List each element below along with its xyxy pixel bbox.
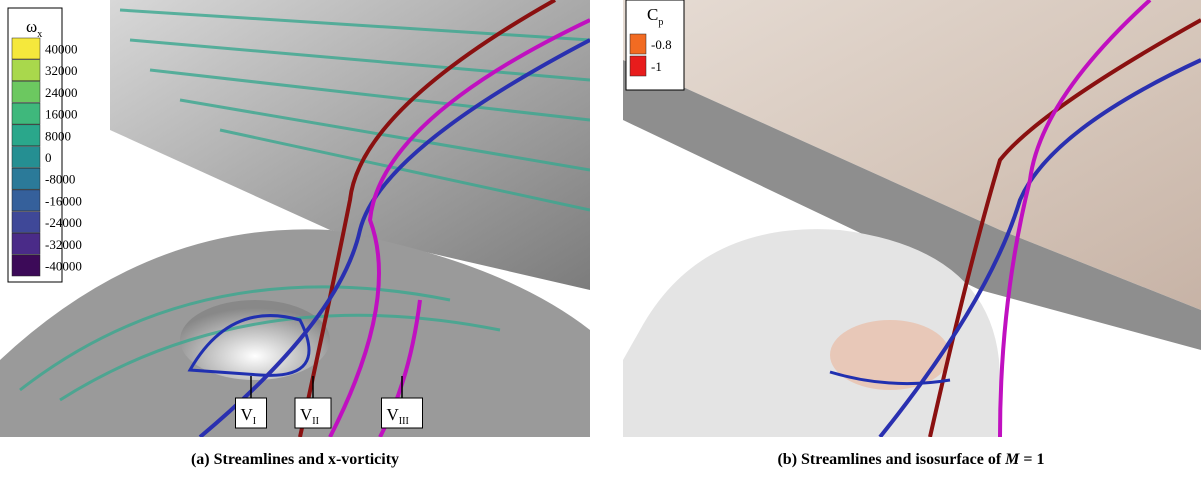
legend-swatch: [12, 125, 40, 146]
annotation-sub: I: [253, 416, 256, 427]
legend-swatch: [12, 103, 40, 124]
annotation-base: V: [300, 405, 313, 424]
legend-label: -40000: [45, 259, 82, 274]
legend-swatch: [630, 56, 646, 76]
caption: (a) Streamlines and x-vorticity: [191, 451, 399, 468]
annotation-sub: II: [312, 416, 319, 427]
legend-label: -1: [651, 59, 662, 74]
legend-swatch: [12, 147, 40, 168]
legend-label: 40000: [45, 42, 78, 57]
caption: (b) Streamlines and isosurface of M = 1: [777, 451, 1044, 468]
legend-swatch: [12, 212, 40, 233]
legend-label: 24000: [45, 85, 78, 100]
annotation-base: V: [241, 405, 254, 424]
legend-label: -8000: [45, 172, 75, 187]
panel-b-image: [623, 0, 1201, 437]
annotation-sub: III: [399, 416, 409, 427]
annotation-base: V: [387, 405, 400, 424]
legend-swatch: [12, 60, 40, 81]
legend-swatch: [12, 81, 40, 102]
figure: ωx Cp (a) Streamlines and x-vorticity (b…: [0, 0, 1201, 481]
legend-swatch: [12, 168, 40, 189]
legend-label: 8000: [45, 128, 71, 143]
legend-swatch: [12, 38, 40, 59]
legend-swatch: [630, 34, 646, 54]
legend-label: 32000: [45, 63, 78, 78]
legend-swatch: [12, 190, 40, 211]
legend-label: -0.8: [651, 37, 672, 52]
legend-label: -24000: [45, 215, 82, 230]
legend-label: -16000: [45, 193, 82, 208]
legend-label: -32000: [45, 237, 82, 252]
legend-label: 0: [45, 150, 52, 165]
legend-swatch: [12, 255, 40, 276]
page: ωx Cp (a) Streamlines and x-vorticity (b…: [0, 0, 1201, 481]
panel-a-image: [0, 0, 590, 437]
legend-label: 16000: [45, 107, 78, 122]
legend-swatch: [12, 233, 40, 254]
